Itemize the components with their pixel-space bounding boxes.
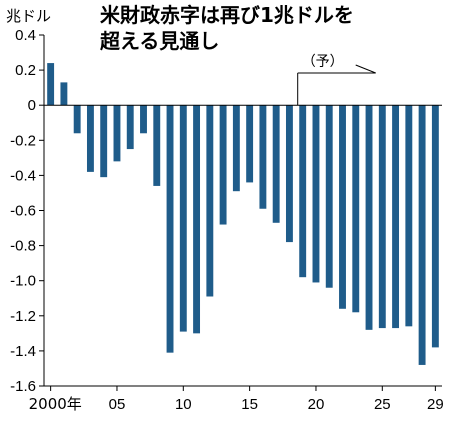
bar xyxy=(206,105,214,297)
bar xyxy=(193,105,201,334)
bar xyxy=(418,105,426,365)
y-axis-unit-label: 兆ドル xyxy=(6,7,51,25)
x-tick-label: 29 xyxy=(427,396,444,413)
x-tick-label: 20 xyxy=(308,396,325,413)
bar xyxy=(339,105,346,309)
bar xyxy=(272,105,280,223)
bar xyxy=(126,105,134,150)
x-tick-label: 10 xyxy=(175,396,192,413)
x-tick-label: 2000年 xyxy=(29,395,82,413)
y-axis-ticks: 0.4 0.2 0 -0.2 -0.4 -0.6 -0.8 -1.0 -1.2 -1.4 -1.6 xyxy=(10,27,44,395)
x-tick-label: 15 xyxy=(241,396,258,413)
y-tick-label: -1.4 xyxy=(10,343,36,360)
bar xyxy=(299,105,307,278)
y-tick-label: -1.2 xyxy=(10,308,36,325)
y-tick-label: -0.2 xyxy=(10,132,36,149)
y-tick-label: -0.8 xyxy=(10,238,36,255)
forecast-indicator: （予） xyxy=(297,54,376,106)
y-tick-label: -0.4 xyxy=(10,167,36,184)
bar xyxy=(232,105,240,192)
chart-title-line-2: 超える見通し xyxy=(99,29,219,53)
forecast-label: （予） xyxy=(302,54,344,70)
bar xyxy=(113,105,121,162)
bar xyxy=(392,105,400,329)
forecast-arrow xyxy=(297,64,376,74)
bar xyxy=(60,82,68,106)
chart-title-line-1: 米財政赤字は再び1兆ドルを xyxy=(100,3,354,27)
bar xyxy=(325,105,333,288)
bar xyxy=(219,105,227,225)
x-tick-label: 25 xyxy=(374,396,391,413)
bar xyxy=(285,105,293,243)
bar xyxy=(153,105,161,186)
bar xyxy=(140,105,147,134)
bar xyxy=(378,105,386,329)
bar xyxy=(431,105,439,348)
bar xyxy=(312,105,320,283)
y-tick-label: -1.6 xyxy=(10,378,36,395)
bar xyxy=(246,105,254,183)
bar xyxy=(365,105,373,330)
x-axis-ticks: 2000年 05 10 15 20 25 29 xyxy=(29,386,444,413)
y-tick-label: -0.6 xyxy=(10,203,36,220)
y-tick-label: 0.2 xyxy=(15,62,36,79)
y-tick-label: -1.0 xyxy=(10,273,36,290)
x-tick-label: 05 xyxy=(109,396,126,413)
bar xyxy=(47,63,55,106)
bar xyxy=(166,105,174,353)
bar xyxy=(259,105,267,209)
y-tick-label: 0 xyxy=(28,97,36,114)
bar xyxy=(179,105,187,332)
y-tick-label: 0.4 xyxy=(15,27,36,44)
bar xyxy=(86,105,94,172)
bar xyxy=(405,105,413,327)
bar-series xyxy=(47,63,439,365)
bar xyxy=(352,105,360,313)
bar xyxy=(73,105,81,134)
bar xyxy=(100,105,108,178)
